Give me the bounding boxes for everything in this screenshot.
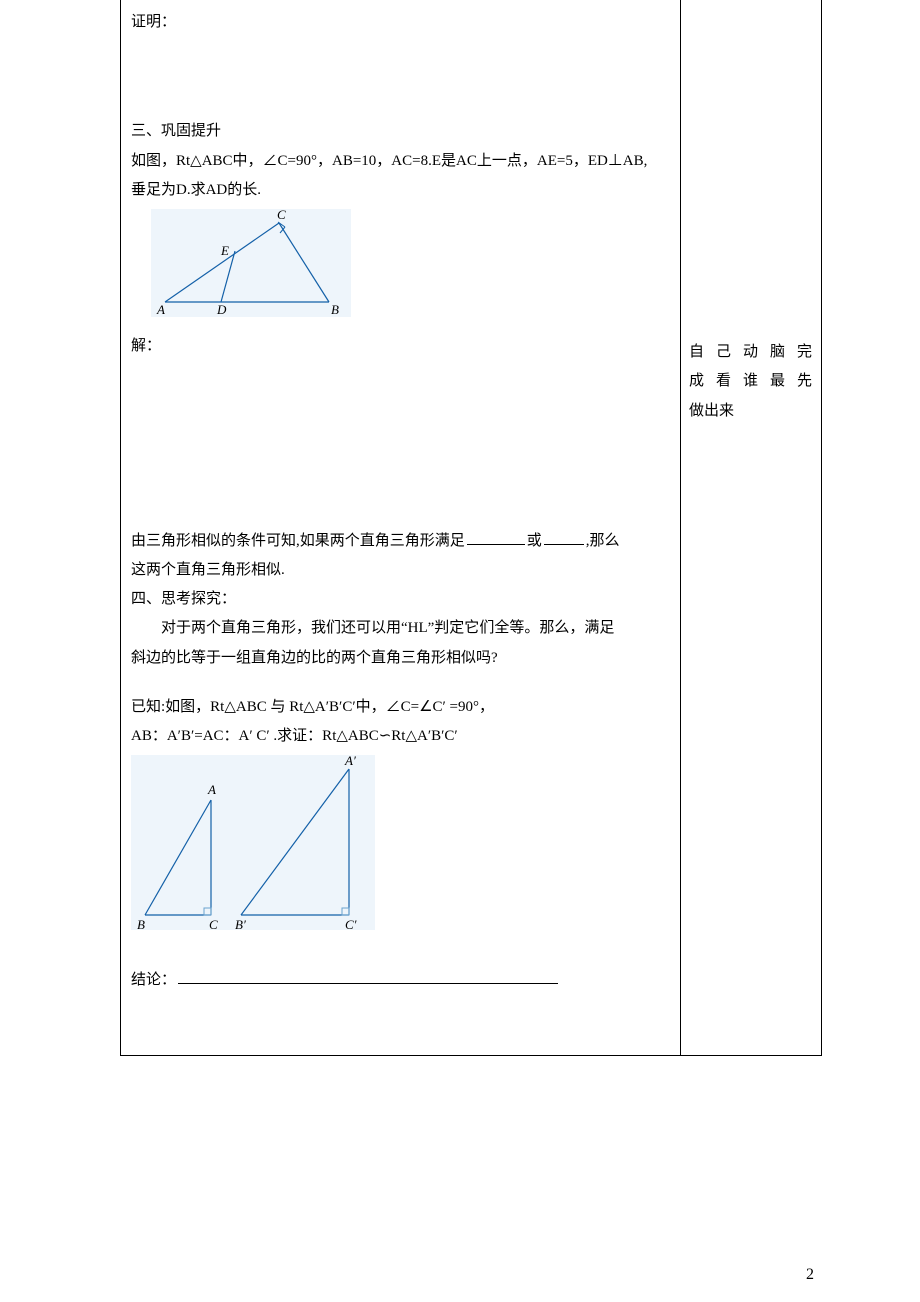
section-4-line1: 对于两个直角三角形，我们还可以用“HL”判定它们全等。那么，满足 <box>131 614 670 643</box>
svg-text:A′: A′ <box>344 755 356 768</box>
triangle-diagram-2: B C A B′ C′ A′ <box>131 755 375 930</box>
text: 由三角形相似的条件可知,如果两个直角三角形满足 <box>131 533 465 549</box>
svg-text:A: A <box>156 302 165 317</box>
proof-label: 证明： <box>131 8 670 37</box>
content-table: 证明： 三、巩固提升 如图，Rt△ABC中，∠C=90°，AB=10，AC=8.… <box>120 0 822 1056</box>
section-3-title: 三、巩固提升 <box>131 117 670 146</box>
section-3-line2: 垂足为D.求AD的长. <box>131 176 670 205</box>
note-line: 做出来 <box>689 397 813 426</box>
spacer <box>131 995 670 1025</box>
triangle-diagram-1: A B C D E <box>151 209 351 317</box>
blank-input[interactable] <box>467 529 525 545</box>
spacer <box>131 37 670 117</box>
note-line: 成看谁最先 <box>689 367 813 396</box>
svg-text:B: B <box>331 302 339 317</box>
blank-input[interactable] <box>178 968 558 984</box>
svg-text:E: E <box>220 243 229 258</box>
svg-text:B: B <box>137 917 145 930</box>
note-line: 自己动脑完 <box>689 338 813 367</box>
text: 或 <box>527 533 542 549</box>
fill-blank-line2: 这两个直角三角形相似. <box>131 556 670 585</box>
section-4-line2: 斜边的比等于一组直角边的比的两个直角三角形相似吗? <box>131 644 670 673</box>
svg-text:D: D <box>216 302 227 317</box>
svg-text:A: A <box>207 782 216 797</box>
conclusion-label: 结论： <box>131 972 176 988</box>
svg-text:C′: C′ <box>345 917 357 930</box>
spacer <box>131 673 670 693</box>
section-4-title: 四、思考探究： <box>131 585 670 614</box>
section-3-line1: 如图，Rt△ABC中，∠C=90°，AB=10，AC=8.E是AC上一点，AE=… <box>131 147 670 176</box>
fill-blank-line1: 由三角形相似的条件可知,如果两个直角三角形满足 或 ,那么 <box>131 527 670 556</box>
solve-label: 解： <box>131 332 670 361</box>
page-number: 2 <box>806 1259 814 1290</box>
svg-text:C: C <box>209 917 218 930</box>
main-column: 证明： 三、巩固提升 如图，Rt△ABC中，∠C=90°，AB=10，AC=8.… <box>121 0 681 1055</box>
text: ,那么 <box>586 533 620 549</box>
page: 证明： 三、巩固提升 如图，Rt△ABC中，∠C=90°，AB=10，AC=8.… <box>0 0 920 1302</box>
known-line2: AB：A′B′=AC：A′ C′ .求证：Rt△ABC∽Rt△A′B′C′ <box>131 722 670 751</box>
svg-text:B′: B′ <box>235 917 246 930</box>
diagram-2: B C A B′ C′ A′ <box>131 755 375 930</box>
svg-text:C: C <box>277 209 286 222</box>
notes-column: 自己动脑完 成看谁最先 做出来 <box>681 0 821 1055</box>
spacer <box>131 946 670 966</box>
conclusion-line: 结论： <box>131 966 670 995</box>
spacer <box>689 8 813 338</box>
spacer <box>131 362 670 527</box>
diagram-1: A B C D E <box>151 209 351 317</box>
blank-input[interactable] <box>544 529 584 545</box>
known-line1: 已知:如图，Rt△ABC 与 Rt△A′B′C′中，∠C=∠C′ =90°， <box>131 693 670 722</box>
